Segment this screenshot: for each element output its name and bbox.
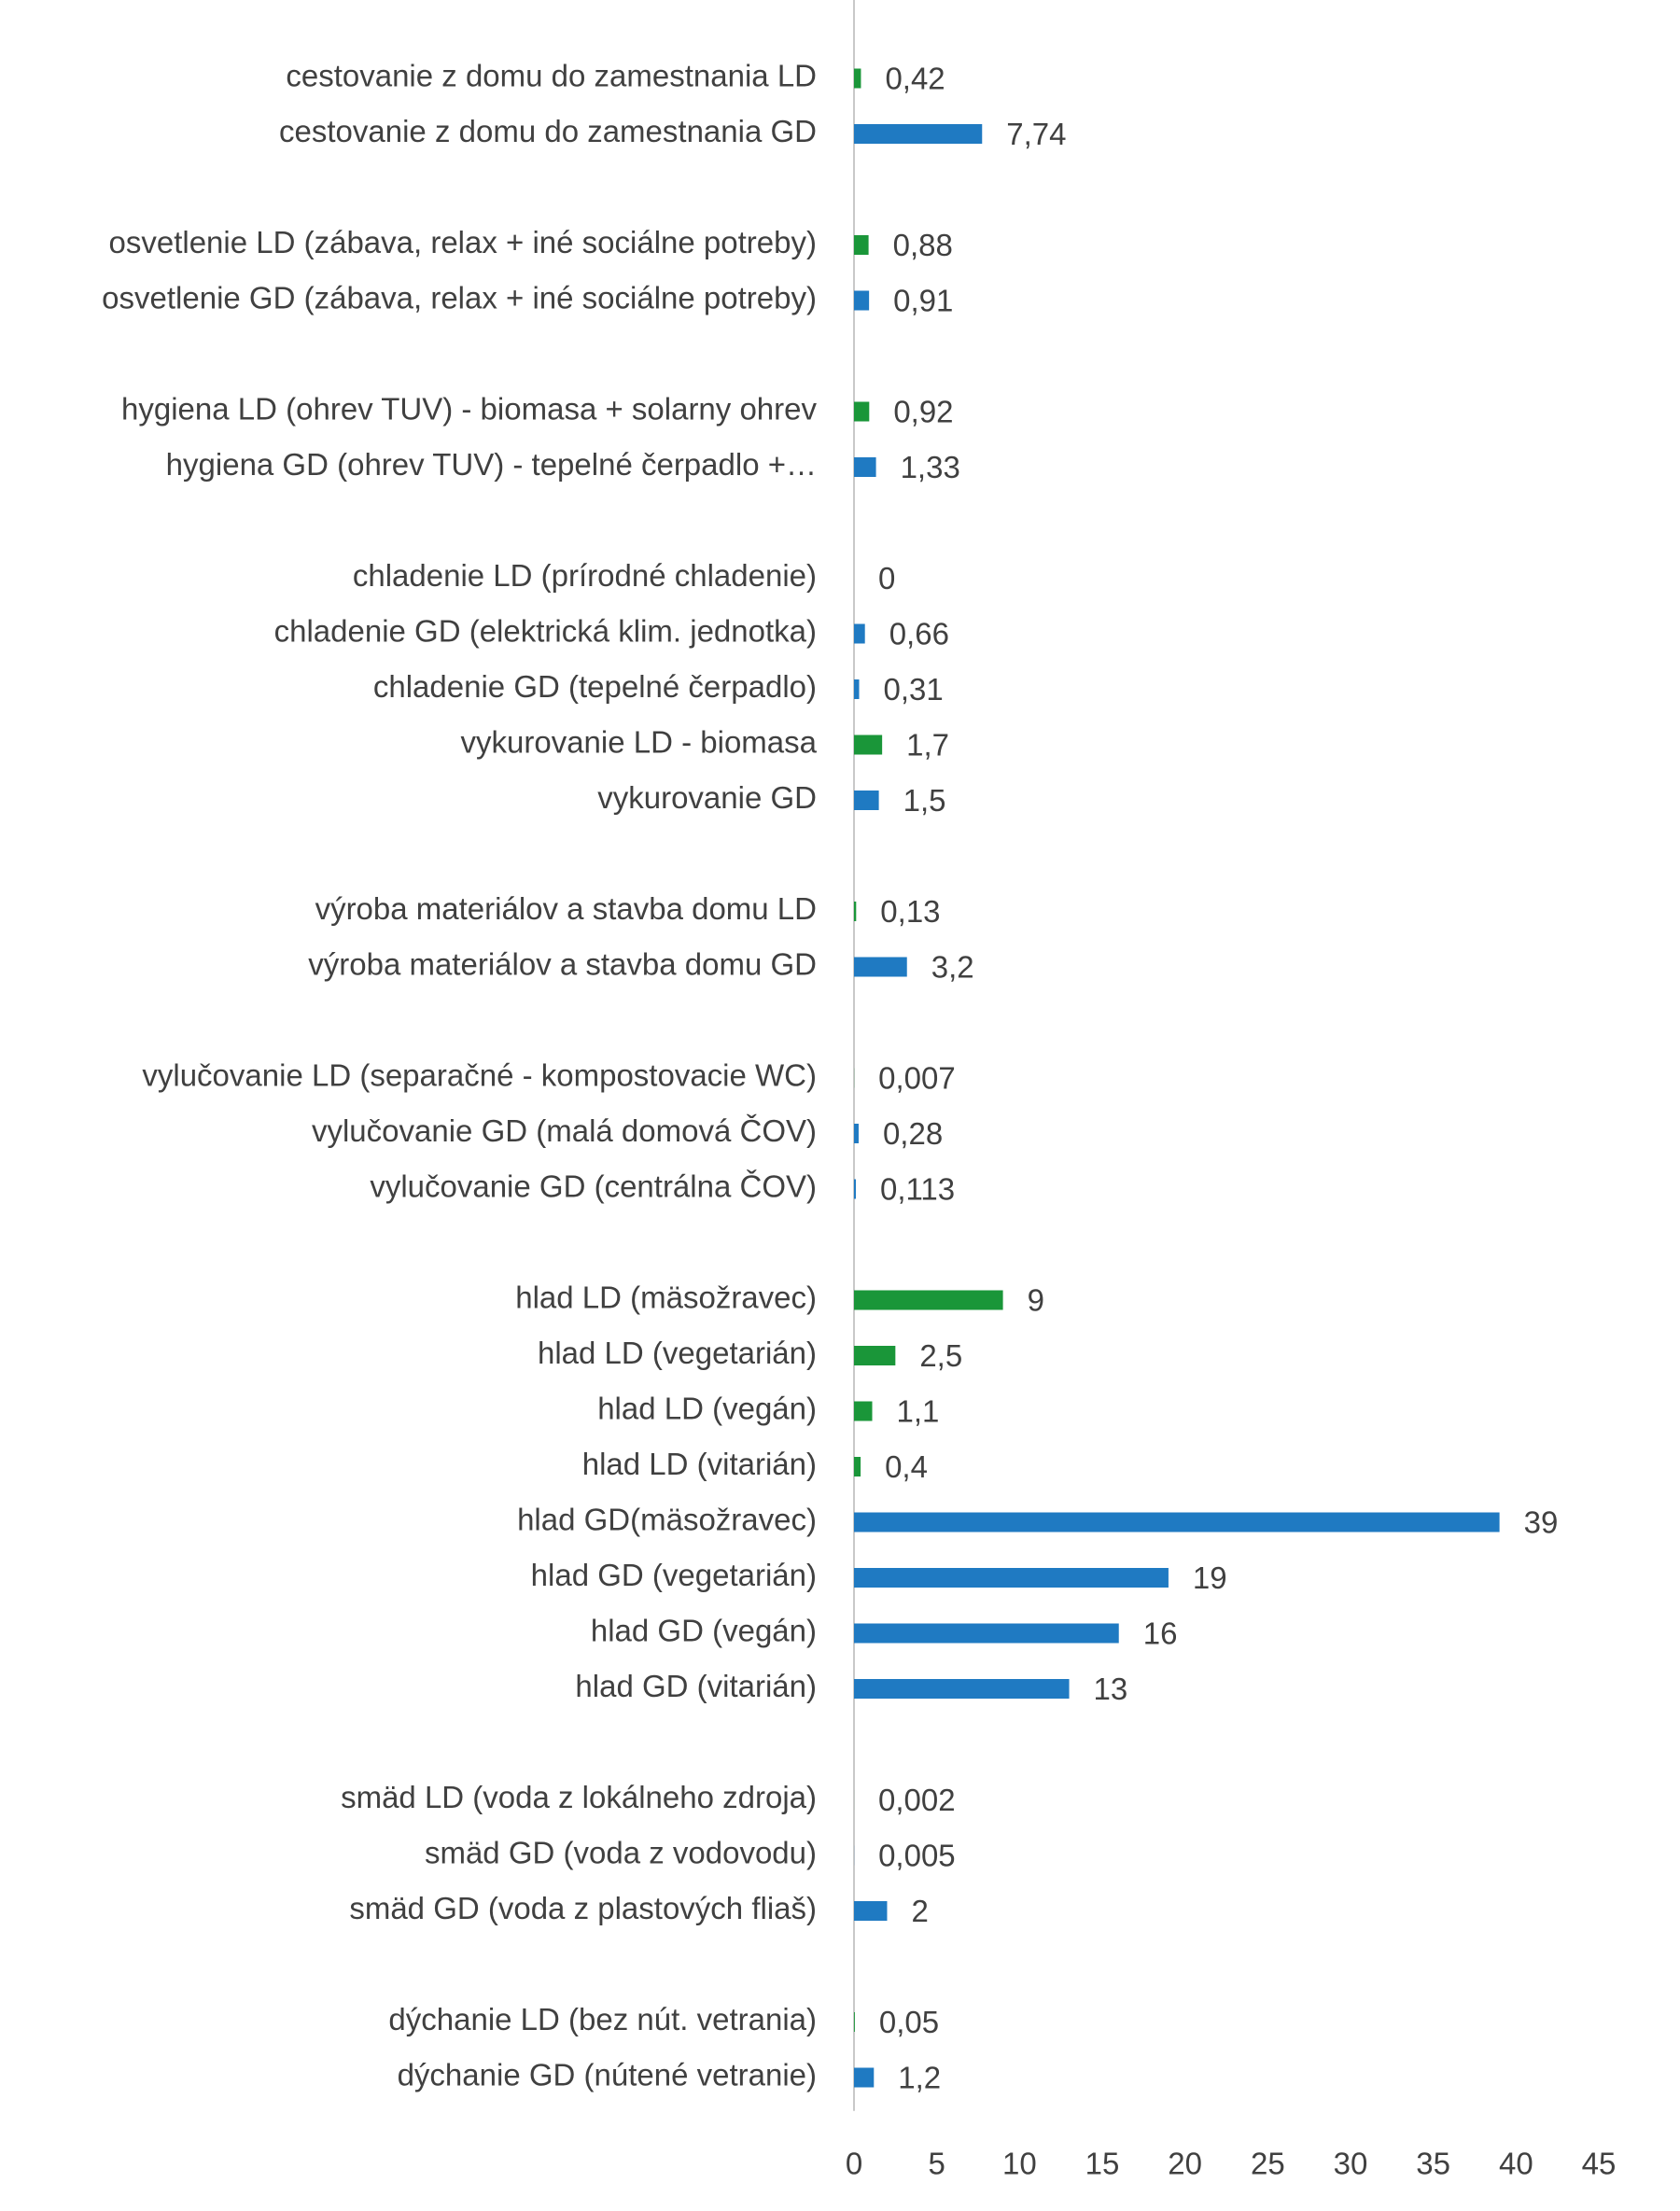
bar	[854, 290, 870, 311]
value-label: 0,007	[878, 1061, 956, 1096]
value-label: 0,002	[878, 1783, 956, 1817]
value-label: 1,2	[898, 2061, 941, 2095]
y-tick-label: dýchanie LD (bez nút. vetrania)	[388, 2002, 817, 2036]
bar	[854, 1401, 873, 1421]
value-label: 2	[911, 1894, 928, 1928]
y-tick-label: hlad GD (vitarián)	[575, 1669, 817, 1703]
x-tick-label: 0	[846, 2147, 862, 2181]
y-tick-label: smäd GD (voda z plastových fliaš)	[349, 1891, 817, 1925]
y-tick-label: hlad LD (vegetarián)	[538, 1336, 817, 1370]
y-tick-label: chladenie GD (tepelné čerpadlo)	[373, 669, 817, 704]
value-label: 0,13	[880, 894, 940, 929]
y-tick-label: hlad GD(mäsožravec)	[517, 1503, 817, 1537]
value-label: 1,33	[901, 450, 960, 484]
y-tick-label: smäd LD (voda z lokálneho zdroja)	[341, 1780, 817, 1814]
bar	[854, 623, 865, 644]
x-tick-label: 30	[1334, 2147, 1368, 2181]
y-tick-label: hygiena LD (ohrev TUV) - biomasa + solar…	[121, 392, 817, 427]
value-label: 0,88	[893, 228, 953, 262]
y-tick-label: cestovanie z domu do zamestnania GD	[279, 114, 817, 148]
value-label: 0,31	[883, 672, 943, 707]
bar	[854, 124, 983, 144]
x-tick-label: 10	[1002, 2147, 1037, 2181]
value-label: 0,4	[885, 1449, 928, 1484]
y-tick-label: cestovanie z domu do zamestnania LD	[286, 59, 817, 93]
bar	[854, 1568, 1169, 1588]
y-tick-label: hlad LD (vegán)	[597, 1392, 817, 1426]
value-label: 1,1	[897, 1394, 940, 1429]
y-tick-label: vylučovanie GD (centrálna ČOV)	[370, 1169, 817, 1204]
value-label: 0,005	[878, 1839, 956, 1873]
bar	[854, 679, 860, 699]
bar	[854, 235, 869, 255]
bar	[854, 1623, 1119, 1644]
x-tick-label: 25	[1251, 2147, 1285, 2181]
y-tick-label: hlad LD (mäsožravec)	[515, 1280, 817, 1315]
x-tick-label: 20	[1168, 2147, 1202, 2181]
value-label: 13	[1094, 1672, 1128, 1706]
bar	[854, 2067, 875, 2088]
x-tick-label: 5	[928, 2147, 945, 2181]
bar	[854, 2012, 855, 2032]
bar	[854, 1457, 861, 1476]
x-tick-label: 45	[1582, 2147, 1617, 2181]
y-tick-label: vykurovanie LD - biomasa	[461, 725, 818, 760]
bar	[854, 735, 883, 755]
y-tick-label: vylučovanie LD (separačné - kompostovaci…	[142, 1058, 817, 1093]
y-tick-label: osvetlenie GD (zábava, relax + iné sociá…	[102, 281, 817, 315]
bar	[854, 902, 857, 921]
value-label: 0,91	[893, 284, 953, 318]
y-tick-label: smäd GD (voda z vodovodu)	[425, 1836, 817, 1870]
y-tick-label: vylučovanie GD (malá domová ČOV)	[312, 1113, 817, 1148]
bar	[854, 1124, 859, 1143]
y-tick-label: hlad LD (vitarián)	[582, 1447, 817, 1481]
value-label: 2,5	[919, 1338, 962, 1373]
bar	[854, 1512, 1500, 1532]
bar	[854, 457, 876, 477]
value-label: 39	[1524, 1505, 1559, 1540]
value-label: 3,2	[931, 950, 974, 985]
y-tick-label: dýchanie GD (nútené vetranie)	[398, 2058, 817, 2092]
x-tick-label: 40	[1499, 2147, 1533, 2181]
value-label: 0	[878, 561, 895, 595]
x-tick-label: 35	[1416, 2147, 1450, 2181]
y-tick-label: chladenie LD (prírodné chladenie)	[353, 558, 817, 593]
bar	[854, 1290, 1003, 1310]
value-label: 0,28	[883, 1116, 943, 1151]
value-label: 0,05	[879, 2005, 939, 2039]
value-label: 1,7	[906, 728, 949, 763]
bar	[854, 68, 861, 89]
y-tick-label: výroba materiálov a stavba domu GD	[308, 947, 817, 982]
value-label: 1,5	[903, 783, 946, 818]
value-label: 0,113	[880, 1172, 955, 1207]
y-tick-label: hlad GD (vegán)	[591, 1614, 817, 1648]
y-tick-label: hlad GD (vegetarián)	[531, 1558, 817, 1592]
x-tick-label: 15	[1085, 2147, 1120, 2181]
value-label: 0,92	[893, 395, 953, 429]
value-label: 9	[1028, 1283, 1044, 1318]
bar	[854, 1679, 1070, 1699]
bar	[854, 1901, 888, 1921]
y-tick-label: vykurovanie GD	[597, 780, 817, 815]
value-label: 0,66	[889, 617, 949, 651]
bar	[854, 1346, 896, 1365]
value-label: 16	[1143, 1616, 1178, 1651]
y-tick-label: osvetlenie LD (zábava, relax + iné sociá…	[108, 225, 817, 259]
y-tick-label: výroba materiálov a stavba domu LD	[315, 891, 817, 926]
bar	[854, 401, 870, 422]
value-label: 19	[1193, 1560, 1227, 1595]
bar	[854, 791, 879, 810]
value-label: 7,74	[1006, 117, 1066, 151]
bar	[854, 957, 907, 977]
bar	[854, 1179, 857, 1199]
y-tick-label: hygiena GD (ohrev TUV) - tepelné čerpadl…	[166, 447, 817, 482]
value-label: 0,42	[885, 62, 945, 96]
y-tick-label: chladenie GD (elektrická klim. jednotka)	[274, 614, 817, 649]
